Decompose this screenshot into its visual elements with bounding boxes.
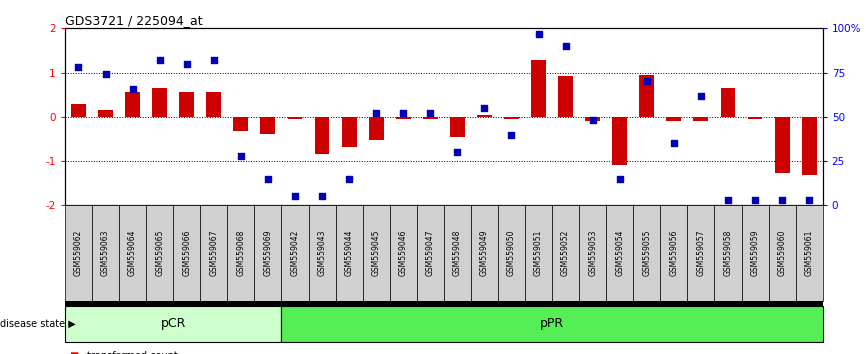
Point xyxy=(667,141,681,146)
Bar xyxy=(288,117,302,119)
Point xyxy=(152,57,166,63)
Text: pPR: pPR xyxy=(540,318,564,330)
Bar xyxy=(585,117,600,121)
Text: GSM559044: GSM559044 xyxy=(345,230,353,276)
Text: GSM559055: GSM559055 xyxy=(643,230,651,276)
Text: ■: ■ xyxy=(69,351,79,354)
Text: GSM559052: GSM559052 xyxy=(561,230,570,276)
Bar xyxy=(721,88,735,117)
Text: GSM559069: GSM559069 xyxy=(263,230,273,276)
Text: GSM559061: GSM559061 xyxy=(805,230,814,276)
Text: GSM559068: GSM559068 xyxy=(236,230,245,276)
Point xyxy=(775,197,789,203)
Text: GSM559050: GSM559050 xyxy=(507,230,516,276)
Bar xyxy=(179,92,194,117)
Text: GSM559057: GSM559057 xyxy=(696,230,706,276)
Point xyxy=(423,110,437,116)
Point xyxy=(288,194,302,199)
Text: disease state ▶: disease state ▶ xyxy=(0,319,75,329)
Text: GSM559063: GSM559063 xyxy=(101,230,110,276)
Text: GSM559056: GSM559056 xyxy=(669,230,678,276)
Point xyxy=(207,57,221,63)
Text: GSM559042: GSM559042 xyxy=(290,230,300,276)
Bar xyxy=(234,117,249,131)
Text: GSM559062: GSM559062 xyxy=(74,230,83,276)
Point xyxy=(72,64,86,70)
Bar xyxy=(747,117,762,119)
Point xyxy=(234,153,248,159)
Point xyxy=(721,197,735,203)
Bar xyxy=(802,117,817,175)
Bar xyxy=(342,117,357,147)
Bar xyxy=(531,60,546,117)
Point xyxy=(180,61,194,67)
Bar xyxy=(450,117,465,137)
Point xyxy=(397,110,410,116)
Text: GSM559046: GSM559046 xyxy=(398,230,408,276)
Bar xyxy=(667,117,682,121)
Text: GSM559060: GSM559060 xyxy=(778,230,786,276)
Bar xyxy=(98,110,113,117)
Bar xyxy=(612,117,627,166)
Point xyxy=(261,176,275,182)
Text: GSM559043: GSM559043 xyxy=(318,230,326,276)
Bar xyxy=(694,117,708,121)
Point xyxy=(99,72,113,77)
Text: GSM559045: GSM559045 xyxy=(372,230,381,276)
Bar xyxy=(504,117,519,119)
Point xyxy=(505,132,519,137)
Text: pCR: pCR xyxy=(160,318,186,330)
Bar xyxy=(314,117,329,154)
Text: GSM559064: GSM559064 xyxy=(128,230,137,276)
Text: GSM559059: GSM559059 xyxy=(751,230,759,276)
Bar xyxy=(261,117,275,134)
Text: GSM559048: GSM559048 xyxy=(453,230,462,276)
Point xyxy=(315,194,329,199)
Point xyxy=(640,79,654,84)
Bar xyxy=(559,76,573,117)
Bar xyxy=(396,117,410,119)
Bar xyxy=(369,117,384,140)
Text: GSM559054: GSM559054 xyxy=(615,230,624,276)
Bar xyxy=(71,104,86,117)
Point xyxy=(342,176,356,182)
Point xyxy=(532,31,546,36)
Point xyxy=(585,118,599,123)
Bar xyxy=(775,117,790,173)
Bar xyxy=(152,88,167,117)
Point xyxy=(369,110,383,116)
Bar xyxy=(423,117,437,119)
Text: GSM559058: GSM559058 xyxy=(723,230,733,276)
Bar xyxy=(206,92,221,117)
Text: GSM559053: GSM559053 xyxy=(588,230,598,276)
Text: GDS3721 / 225094_at: GDS3721 / 225094_at xyxy=(65,14,203,27)
Text: GSM559067: GSM559067 xyxy=(210,230,218,276)
Point xyxy=(748,197,762,203)
Bar xyxy=(477,115,492,117)
Text: transformed count: transformed count xyxy=(87,351,178,354)
Text: GSM559047: GSM559047 xyxy=(426,230,435,276)
Point xyxy=(559,43,572,49)
Point xyxy=(477,105,491,111)
Text: GSM559049: GSM559049 xyxy=(480,230,489,276)
Point xyxy=(613,176,627,182)
Bar xyxy=(126,92,140,117)
Point xyxy=(450,149,464,155)
Point xyxy=(802,197,816,203)
Point xyxy=(694,93,708,98)
Text: GSM559051: GSM559051 xyxy=(534,230,543,276)
Text: GSM559066: GSM559066 xyxy=(182,230,191,276)
Text: GSM559065: GSM559065 xyxy=(155,230,165,276)
Point xyxy=(126,86,139,91)
Bar xyxy=(639,75,654,117)
